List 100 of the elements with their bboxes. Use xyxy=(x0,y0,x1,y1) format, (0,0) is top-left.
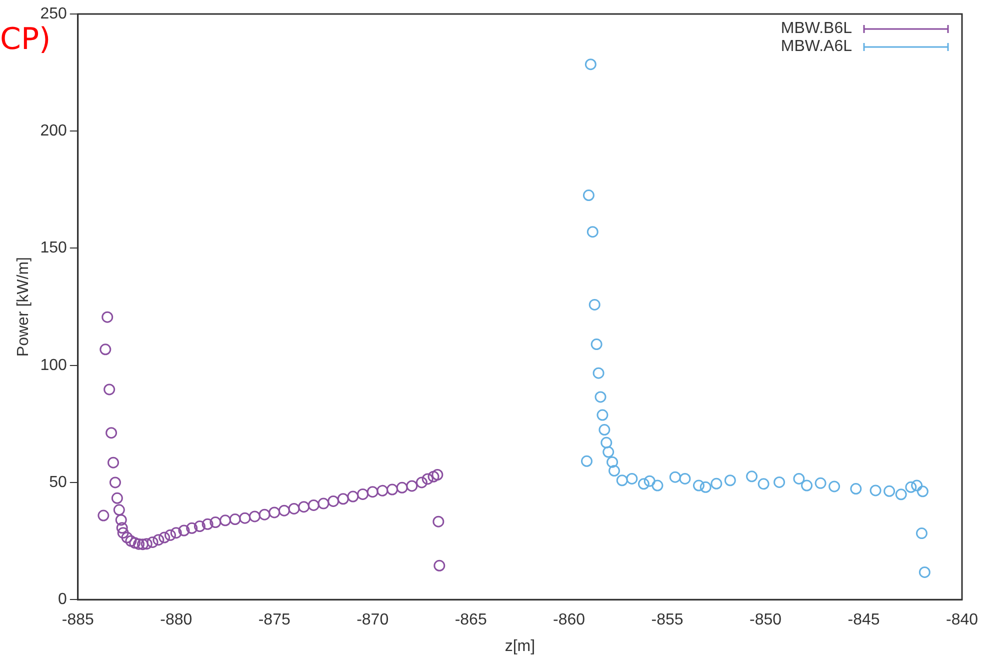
x-axis-title: z[m] xyxy=(504,638,536,655)
point xyxy=(129,537,141,549)
point xyxy=(422,473,434,485)
point xyxy=(774,476,786,488)
point xyxy=(905,481,917,493)
point xyxy=(268,506,280,518)
point xyxy=(308,499,320,511)
point xyxy=(600,436,612,448)
point xyxy=(121,532,133,544)
point xyxy=(104,384,116,396)
point xyxy=(884,485,896,497)
point xyxy=(108,456,120,468)
point xyxy=(626,472,638,484)
point xyxy=(337,493,349,505)
legend-label: MBW.B6L xyxy=(780,20,852,38)
point xyxy=(895,488,907,500)
point xyxy=(386,484,398,496)
point xyxy=(357,488,369,500)
point xyxy=(598,424,610,436)
point xyxy=(746,470,758,482)
point xyxy=(318,498,330,510)
point xyxy=(170,527,182,539)
point xyxy=(102,311,114,323)
point xyxy=(801,480,813,492)
point xyxy=(258,508,270,520)
point xyxy=(113,504,125,516)
point xyxy=(416,476,428,488)
y-tick-label: 100 xyxy=(40,356,67,374)
x-tick-label: -845 xyxy=(848,612,880,629)
point xyxy=(594,391,606,403)
point xyxy=(850,483,862,495)
y-axis-title: Power [kW/m] xyxy=(15,257,32,357)
x-tick-label: -870 xyxy=(356,612,389,629)
x-tick-label: -880 xyxy=(160,612,192,629)
point xyxy=(186,522,198,534)
point xyxy=(100,344,112,356)
legend-label: MBW.A6L xyxy=(780,38,852,56)
point xyxy=(669,471,681,483)
x-tick-label: -860 xyxy=(553,612,586,629)
point xyxy=(133,538,145,550)
x-tick-label: -840 xyxy=(946,612,978,629)
point xyxy=(911,480,923,492)
point xyxy=(616,474,628,486)
point xyxy=(158,532,170,544)
x-tick-label: -885 xyxy=(62,612,94,629)
point xyxy=(644,475,656,487)
point xyxy=(434,560,446,572)
point xyxy=(278,504,290,516)
y-tick-label: 50 xyxy=(49,474,67,491)
point xyxy=(916,486,928,498)
point xyxy=(152,534,164,546)
point xyxy=(679,472,691,484)
point xyxy=(288,502,300,514)
point xyxy=(590,338,602,350)
point xyxy=(700,481,712,493)
point xyxy=(592,367,604,379)
point xyxy=(164,529,176,541)
point xyxy=(298,501,310,513)
y-tick-label: 0 xyxy=(58,591,67,608)
point xyxy=(229,514,241,526)
point xyxy=(584,58,596,70)
point xyxy=(210,516,222,528)
point xyxy=(178,524,190,536)
point xyxy=(606,456,618,468)
point xyxy=(116,522,128,534)
y-tick-label: 150 xyxy=(40,240,67,257)
x-tick-label: -850 xyxy=(750,612,782,629)
point xyxy=(109,476,121,488)
point xyxy=(219,514,231,526)
point xyxy=(608,465,620,477)
point xyxy=(428,470,440,482)
point xyxy=(724,474,736,486)
x-tick-label: -855 xyxy=(651,612,684,629)
point xyxy=(814,477,826,489)
point xyxy=(580,455,592,467)
point xyxy=(828,480,840,492)
point xyxy=(146,536,158,548)
point xyxy=(111,492,123,504)
point xyxy=(125,535,137,547)
point xyxy=(248,510,260,522)
point xyxy=(106,427,118,439)
x-tick-label: -875 xyxy=(258,612,290,629)
point xyxy=(432,469,444,480)
point xyxy=(136,538,148,550)
point xyxy=(692,480,704,492)
point xyxy=(366,486,378,498)
point xyxy=(602,446,614,458)
point xyxy=(432,516,444,528)
point xyxy=(376,484,388,496)
y-tick-label: 200 xyxy=(40,122,67,140)
x-tick-label: -865 xyxy=(454,612,487,629)
point xyxy=(239,512,251,524)
point xyxy=(758,478,770,490)
point xyxy=(194,520,206,532)
point xyxy=(870,484,882,496)
point xyxy=(916,528,928,540)
point xyxy=(710,478,722,490)
point xyxy=(586,226,598,238)
point xyxy=(588,298,600,310)
point xyxy=(582,190,594,202)
